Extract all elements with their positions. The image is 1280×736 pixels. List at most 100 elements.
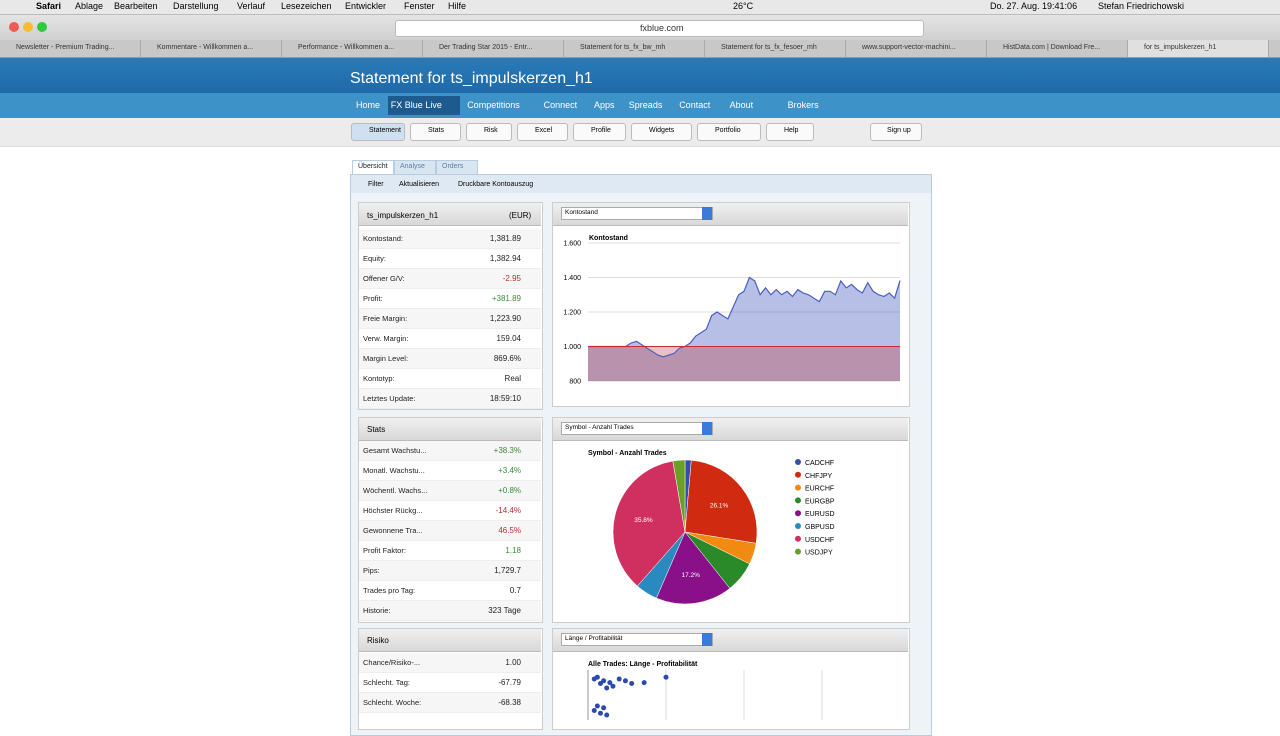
tab[interactable] — [564, 40, 705, 57]
charts: Kontostand 800 1.000 1.200 1.400 1.600 Symbol … — [563, 235, 901, 720]
window-button[interactable] — [23, 22, 33, 32]
tab-title: www.support-vector-machini... — [862, 44, 956, 51]
nav-link[interactable]: Home — [356, 100, 381, 110]
action[interactable]: Druckbare Kontoauszug — [458, 181, 534, 188]
menu-item[interactable]: Bearbeiten — [114, 1, 158, 11]
nav-link[interactable]: Apps — [594, 100, 615, 110]
row — [359, 389, 541, 409]
row-value: 1.18 — [505, 546, 521, 555]
menu-item[interactable]: Fenster — [404, 1, 435, 11]
nav-link[interactable]: Connect — [543, 100, 578, 110]
row-label: Pips: — [363, 566, 380, 575]
point — [616, 676, 622, 682]
nav-link[interactable]: Contact — [679, 100, 711, 110]
row-label: Monatl. Wachstu... — [363, 466, 425, 475]
action[interactable]: Filter — [368, 181, 384, 188]
window-button[interactable] — [9, 22, 19, 32]
nav-link[interactable]: About — [729, 100, 754, 110]
row — [359, 349, 541, 369]
menu-item[interactable]: Hilfe — [448, 1, 467, 11]
url-field[interactable] — [395, 20, 924, 37]
point — [607, 680, 613, 686]
row-value: 18:59:10 — [489, 394, 521, 403]
tab[interactable] — [1128, 40, 1269, 57]
menu-item[interactable]: Safari — [36, 1, 62, 11]
tab[interactable] — [423, 40, 564, 57]
menubar — [0, 0, 1280, 15]
tab[interactable] — [282, 40, 423, 57]
row — [359, 309, 541, 329]
subtab[interactable] — [436, 160, 478, 175]
point — [604, 685, 610, 691]
tool-label: Risk — [484, 127, 498, 134]
site-title: Statement for ts_impulskerzen_h1 — [350, 70, 593, 87]
tool-button[interactable] — [466, 123, 512, 141]
tool-label: Statement — [369, 127, 401, 134]
nav-link[interactable]: Competitions — [467, 100, 520, 110]
menu-item[interactable]: Entwickler — [345, 1, 387, 11]
dropdown[interactable] — [561, 422, 713, 435]
dropdown[interactable] — [561, 207, 713, 220]
tool-button[interactable] — [697, 123, 761, 141]
dropdown-arrow — [702, 422, 712, 435]
subtab[interactable] — [394, 160, 436, 175]
tool-button[interactable] — [766, 123, 814, 141]
pie-slice — [672, 459, 686, 533]
row-label: Wöchentl. Wachs... — [363, 486, 428, 495]
row-label: Trades pro Tag: — [363, 586, 416, 595]
row-value: +3.4% — [498, 466, 521, 475]
tool-button[interactable] — [573, 123, 626, 141]
clock: Do. 27. Aug. 19:41:06 — [990, 1, 1078, 11]
nav-link[interactable]: Spreads — [628, 100, 663, 110]
menu-item[interactable]: Lesezeichen — [281, 1, 332, 11]
panel-header — [359, 418, 541, 441]
menu-item[interactable]: Ablage — [75, 1, 104, 11]
nav-link[interactable]: FX Blue Live — [390, 100, 442, 110]
panel-header — [359, 629, 541, 652]
tab-title: Statement for ts_fx_bw_mh — [580, 44, 666, 51]
dropdown-label: Kontostand — [565, 209, 598, 216]
tab[interactable] — [705, 40, 846, 57]
y-tick-label: 800 — [569, 379, 581, 386]
menu-item[interactable]: Verlauf — [237, 1, 266, 11]
tool-label: Portfolio — [715, 127, 741, 134]
tab[interactable] — [141, 40, 282, 57]
tab[interactable] — [987, 40, 1128, 57]
row-label: Gewonnene Tra... — [363, 526, 423, 535]
row-label: Margin Level: — [363, 354, 409, 363]
tool-button[interactable] — [410, 123, 461, 141]
tool-button[interactable] — [631, 123, 692, 141]
point — [594, 703, 600, 709]
row-label: Gesamt Wachstu... — [363, 446, 427, 455]
row-value: Real — [504, 374, 521, 383]
dropdown-arrow — [702, 207, 712, 220]
action[interactable]: Aktualisieren — [399, 181, 440, 188]
subtab[interactable] — [352, 160, 394, 175]
tool-button[interactable] — [517, 123, 568, 141]
point — [601, 678, 607, 684]
dropdown-arrow — [702, 633, 712, 646]
row-label: Kontotyp: — [363, 374, 395, 383]
dropdown[interactable] — [561, 633, 713, 646]
row-label: Equity: — [363, 254, 386, 263]
row-label: Schlecht. Tag: — [363, 678, 410, 687]
account-name: ts_impulskerzen_h1 — [367, 211, 439, 220]
tab[interactable] — [846, 40, 987, 57]
menu-item[interactable]: Darstellung — [173, 1, 219, 11]
tab-bar — [0, 40, 1280, 58]
tool-button[interactable] — [870, 123, 922, 141]
point — [591, 708, 597, 713]
legend-label: EURUSD — [805, 511, 835, 518]
nav-link[interactable]: Brokers — [787, 100, 819, 110]
tab-title: Performance - Willkommen a... — [298, 44, 395, 51]
window-button[interactable] — [37, 22, 47, 32]
row — [359, 481, 541, 501]
row — [359, 329, 541, 349]
row-value: 1.00 — [505, 658, 521, 667]
tool-button[interactable] — [351, 123, 405, 141]
row-value: +381.89 — [491, 294, 521, 303]
row-label: Historie: — [363, 606, 391, 615]
tab[interactable] — [0, 40, 141, 57]
chart-title: Alle Trades: Länge - Profitabilität — [588, 661, 698, 668]
